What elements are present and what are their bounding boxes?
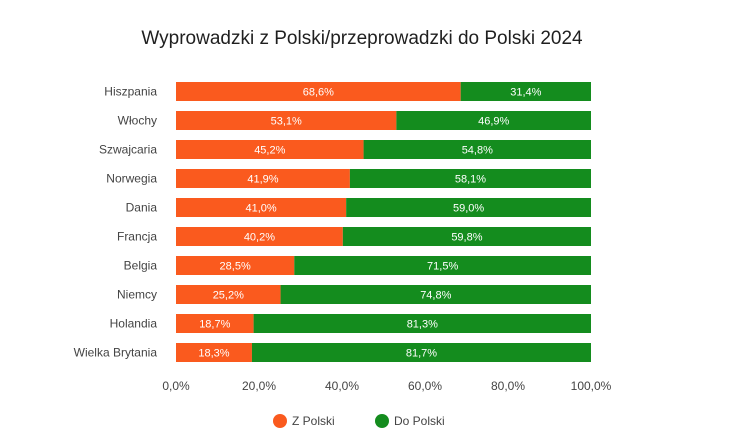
- bar-segment-z-polski: [176, 198, 347, 217]
- data-label: 41,0%: [245, 203, 276, 215]
- data-label: 59,8%: [451, 232, 482, 244]
- legend-marker-z-polski: [273, 414, 287, 428]
- legend-label: Do Polski: [394, 414, 445, 428]
- data-label: 18,7%: [199, 319, 230, 331]
- data-label: 53,1%: [271, 116, 302, 128]
- data-label: 41,9%: [247, 174, 278, 186]
- bar-segment-do-polski: [396, 111, 591, 130]
- bar-segment-z-polski: [176, 227, 343, 246]
- data-label: 25,2%: [213, 290, 244, 302]
- category-label: Szwajcaria: [99, 143, 157, 157]
- data-label: 71,5%: [427, 261, 458, 273]
- legend: Z Polski Do Polski: [273, 414, 445, 428]
- bar-segment-do-polski: [280, 285, 591, 304]
- legend-marker-do-polski: [375, 414, 389, 428]
- bar-segment-z-polski: [176, 343, 252, 362]
- bar-segment-z-polski: [176, 169, 350, 188]
- data-label: 54,8%: [462, 145, 493, 157]
- bar-segment-z-polski: [176, 140, 364, 159]
- bar-segment-do-polski: [253, 314, 592, 333]
- bar-segment-z-polski: [176, 285, 281, 304]
- data-label: 59,0%: [453, 203, 484, 215]
- bar-segment-z-polski: [176, 314, 254, 333]
- data-label: 40,2%: [244, 232, 275, 244]
- bar-segment-do-polski: [363, 140, 591, 159]
- bar-segment-z-polski: [176, 82, 461, 101]
- category-label: Włochy: [118, 114, 157, 128]
- bar-segment-do-polski: [251, 343, 591, 362]
- data-label: 81,3%: [407, 319, 438, 331]
- bars-group: Hiszpania 68,6% 31,4% Włochy 53,1% 46,9% Szwaj…: [74, 82, 592, 362]
- bar-segment-z-polski: [176, 256, 295, 275]
- x-tick-label: 0,0%: [162, 379, 190, 393]
- x-axis: 0,0% 20,0% 40,0% 60,0% 80,0% 100,0%: [162, 379, 611, 393]
- chart-title: Wyprowadzki z Polski/przeprowadzki do Po…: [141, 28, 583, 49]
- x-tick-label: 40,0%: [325, 379, 359, 393]
- category-label: Dania: [126, 201, 158, 215]
- x-tick-label: 100,0%: [571, 379, 612, 393]
- x-tick-label: 80,0%: [491, 379, 525, 393]
- bar-segment-do-polski: [342, 227, 591, 246]
- bar-segment-do-polski: [294, 256, 591, 275]
- category-label: Holandia: [110, 317, 158, 331]
- data-label: 58,1%: [455, 174, 486, 186]
- data-label: 81,7%: [406, 348, 437, 360]
- bar-segment-do-polski: [460, 82, 591, 101]
- category-label: Wielka Brytania: [74, 346, 158, 360]
- category-label: Norwegia: [106, 172, 157, 186]
- data-label: 68,6%: [303, 87, 334, 99]
- x-tick-label: 60,0%: [408, 379, 442, 393]
- category-label: Francja: [117, 230, 157, 244]
- data-label: 45,2%: [254, 145, 285, 157]
- data-label: 28,5%: [220, 261, 251, 273]
- data-label: 46,9%: [478, 116, 509, 128]
- bar-segment-do-polski: [346, 198, 591, 217]
- category-label: Belgia: [124, 259, 158, 273]
- data-label: 18,3%: [198, 348, 229, 360]
- x-tick-label: 20,0%: [242, 379, 276, 393]
- data-label: 31,4%: [510, 87, 541, 99]
- bar-segment-z-polski: [176, 111, 397, 130]
- bar-segment-do-polski: [349, 169, 591, 188]
- data-label: 74,8%: [420, 290, 451, 302]
- legend-label: Z Polski: [292, 414, 335, 428]
- category-label: Hiszpania: [104, 85, 157, 99]
- category-label: Niemcy: [117, 288, 157, 302]
